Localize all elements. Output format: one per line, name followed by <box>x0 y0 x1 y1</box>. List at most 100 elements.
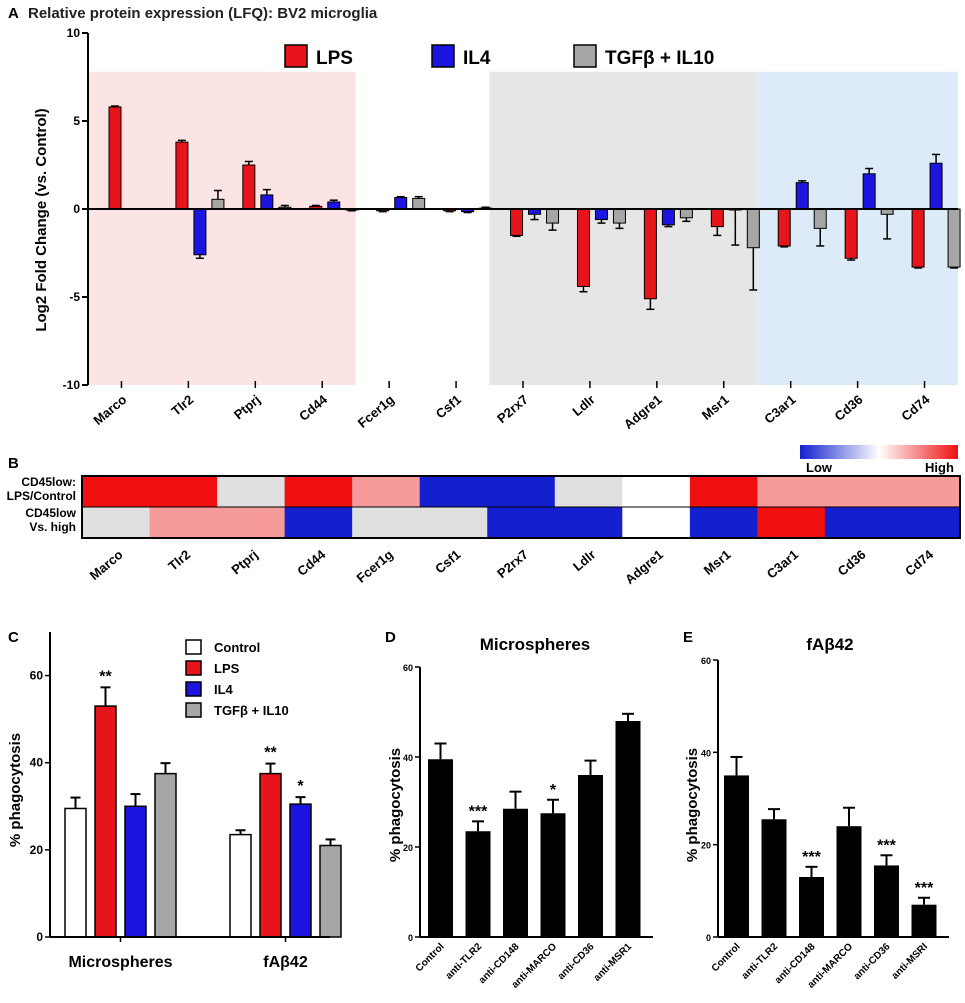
panel-e-xtick-label-control: Control <box>710 941 743 974</box>
heatmap-column-label-csf1: Csf1 <box>432 547 463 577</box>
legend-swatch-il4 <box>185 681 202 697</box>
heatmap-column-label-marco: Marco <box>87 547 126 583</box>
panel-a-ytick-label-5: -5 <box>69 290 80 304</box>
heatmap-column-label-cd36: Cd36 <box>835 547 869 579</box>
panel-b-heatmap: Low High CD45low: LPS/Control CD45low Vs… <box>7 445 961 587</box>
panel-e-xtick-label-anti-msri: anti-MSRI <box>890 941 931 982</box>
heatmap-column-label-cd44: Cd44 <box>294 546 329 578</box>
panel-e-ytick-label-0: 0 <box>706 933 711 943</box>
panel-c-legend: Control LPS IL4 TGFβ + IL10 <box>185 639 289 718</box>
panel-e-bar-anti-msri <box>911 904 937 937</box>
heatmap-cell-r1-marco <box>82 476 151 507</box>
panel-d-ytick-label-0: 0 <box>408 933 413 943</box>
legend-swatch-lps <box>185 660 202 676</box>
bar-tgf-il10-tlr2 <box>211 198 225 210</box>
panel-d-significance-anti-marco: * <box>550 782 557 799</box>
bar-tgf-il10-c3ar1 <box>813 208 827 229</box>
panel-e-bar-chart: fAβ42 % phagocytosis *** *** *** 0 20 40 60 Co… <box>684 635 949 991</box>
heatmap-cell-r1-p2rx7 <box>487 476 556 507</box>
panel-e-significance-anti-cd36: *** <box>877 837 896 854</box>
panel-a-xtick-label-msr1: Msr1 <box>699 392 732 423</box>
heatmap-row1-label-line1: CD45low: <box>21 475 76 489</box>
panel-e-y-axis-label: % phagocytosis <box>684 748 701 862</box>
legend-swatch-control <box>185 639 202 655</box>
panel-a-y-axis-label: Log2 Fold Change (vs. Control) <box>33 108 50 331</box>
bar-tgf-il10-p2rx7 <box>546 208 560 224</box>
panel-letter-b: B <box>8 455 19 472</box>
heatmap-cell-r2-cd44 <box>284 507 353 538</box>
bar-tgf-il10-adgre1 <box>679 208 693 219</box>
bar-tgf-il10-msr1 <box>746 208 760 249</box>
heatmap-cell-r1-ptprj <box>217 476 286 507</box>
heatmap-cell-r1-msr1 <box>689 476 758 507</box>
bar-lps-cd36 <box>844 208 858 259</box>
bar-lps-adgre1 <box>643 208 657 300</box>
significance-lps-fa-42: ** <box>264 745 277 762</box>
panel-d-bar-control <box>428 759 453 937</box>
legend-label-tgf: TGFβ + IL10 <box>605 48 714 69</box>
panel-a-legend: LPS IL4 TGFβ + IL10 <box>284 44 714 69</box>
panel-a-xtick-label-cd74: Cd74 <box>898 391 933 423</box>
heatmap-legend-high: High <box>925 460 954 475</box>
bar-il4-cd36 <box>862 173 876 210</box>
heatmap-column-label-c3ar1: C3ar1 <box>764 547 801 582</box>
bar-lps-fa-42 <box>259 772 282 938</box>
bar-il4-microspheres <box>124 805 147 938</box>
bar-tgf-il10-cd74 <box>947 208 961 268</box>
legend-swatch-tgf <box>573 44 597 68</box>
panel-e-xtick-label-anti-cd36: anti-CD36 <box>852 941 893 982</box>
panel-c-ytick-label-60: 60 <box>30 669 44 683</box>
panel-e-bar-control <box>724 775 749 937</box>
heatmap-cell-r1-cd44 <box>284 476 353 507</box>
panel-d-xtick-label-anti-msr1: anti-MSR1 <box>592 941 635 984</box>
bar-control-fa-42 <box>229 833 252 938</box>
panel-a-xtick-label-ptprj: Ptprj <box>231 392 263 423</box>
legend-label-il4: IL4 <box>463 48 491 69</box>
bar-lps-microspheres <box>94 705 117 938</box>
heatmap-cell-r2-marco <box>82 507 151 538</box>
heatmap-column-label-ldlr: Ldlr <box>570 547 598 574</box>
heatmap-column-label-ptprj: Ptprj <box>228 547 260 578</box>
heatmap-cell-r1-fcer1g <box>352 476 421 507</box>
bar-tgf-il10-fa-42 <box>319 844 342 938</box>
heatmap-row2-label-line1: CD45low <box>25 506 76 520</box>
bar-il4-cd44 <box>327 201 341 210</box>
bar-il4-fa-42 <box>289 803 312 938</box>
panel-d-bar-anti-marco <box>540 813 566 937</box>
heatmap-cell-r1-adgre1 <box>622 476 691 507</box>
legend-label-lps: LPS <box>214 661 240 676</box>
panel-d-bar-chart: Microspheres % phagocytosis **** 0204060… <box>387 635 653 991</box>
bar-lps-ptprj <box>242 164 256 210</box>
heatmap-cell-r2-cd74 <box>892 507 961 538</box>
panel-d-xtick-label-control: Control <box>414 941 447 974</box>
heatmap-column-label-cd74: Cd74 <box>902 546 937 578</box>
panel-c-y-axis-label: % phagocytosis <box>7 733 24 847</box>
bar-il4-c3ar1 <box>795 182 809 210</box>
legend-swatch-lps <box>284 44 308 68</box>
heatmap-cell-r2-adgre1 <box>622 507 691 538</box>
panel-a-xtick-label-ldlr: Ldlr <box>569 392 597 419</box>
panel-e-significance-anti-msri: *** <box>915 880 934 897</box>
heatmap-column-label-p2rx7: P2rx7 <box>494 547 531 581</box>
heatmap-column-label-fcer1g: Fcer1g <box>354 547 396 586</box>
heatmap-cell-r1-c3ar1 <box>757 476 826 507</box>
heatmap-cell-r2-ldlr <box>554 507 623 538</box>
panel-d-bar-anti-cd148 <box>503 808 528 937</box>
panel-a-title: Relative protein expression (LFQ): BV2 m… <box>28 5 378 22</box>
panel-c-ytick-label-0: 0 <box>36 930 43 944</box>
panel-letter-a: A <box>8 5 19 22</box>
panel-a-ytick-label-10: 10 <box>67 26 81 40</box>
bar-tgf-il10-fcer1g <box>412 197 426 210</box>
panel-d-ytick-label-40: 40 <box>403 753 413 763</box>
panel-e-ytick-label-20: 20 <box>701 841 711 851</box>
panel-a-xtick-label-adgre1: Adgre1 <box>621 392 665 432</box>
legend-swatch-tgf <box>185 702 202 718</box>
shaded-region-0 <box>88 71 356 385</box>
panel-c-ytick-label-20: 20 <box>30 843 44 857</box>
panel-a-bar-chart: Relative protein expression (LFQ): BV2 m… <box>28 5 961 432</box>
panel-a-xtick-label-csf1: Csf1 <box>433 392 464 422</box>
heatmap-cell-r2-c3ar1 <box>757 507 826 538</box>
panel-d-bar-anti-msr1 <box>615 721 641 937</box>
heatmap-cell-r1-ldlr <box>554 476 623 507</box>
panel-c-ytick-label-40: 40 <box>30 756 44 770</box>
